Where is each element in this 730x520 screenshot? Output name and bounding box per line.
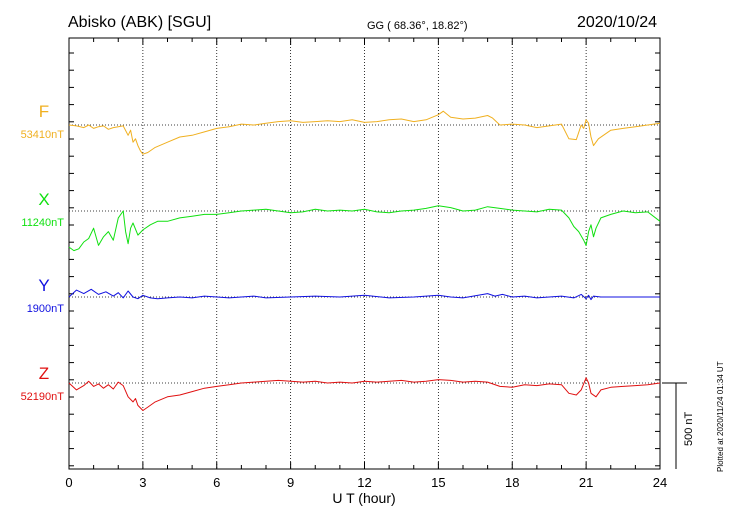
chart-title: Abisko (ABK) [SGU] — [68, 14, 211, 31]
baseline-label-Y: 1900nT — [27, 303, 65, 315]
series-line-F — [68, 110, 661, 155]
date-label: 2020/10/24 — [577, 14, 657, 31]
x-tick-label-12: 12 — [357, 475, 371, 490]
x-tick-label-21: 21 — [579, 475, 593, 490]
series-line-Z — [68, 377, 661, 411]
axis-ticks — [68, 38, 661, 469]
component-label-Y: Y — [38, 276, 49, 295]
x-axis-label: U T (hour) — [332, 490, 395, 506]
x-tick-label-0: 0 — [65, 475, 72, 490]
series-line-Y — [68, 288, 660, 301]
x-tick-label-6: 6 — [213, 475, 220, 490]
component-label-F: F — [39, 102, 49, 121]
component-label-Z: Z — [39, 364, 49, 383]
scale-bar: 500 nT — [662, 382, 695, 469]
baseline-label-F: 53410nT — [21, 129, 65, 141]
component-label-X: X — [38, 190, 49, 209]
baseline-label-X: 11240nT — [21, 217, 64, 229]
x-tick-label-15: 15 — [431, 475, 445, 490]
x-tick-label-9: 9 — [287, 475, 294, 490]
series-group — [68, 110, 661, 411]
baseline-label-Z: 52190nT — [21, 391, 65, 403]
series-line-X — [68, 205, 661, 252]
component-labels: F 53410nT X 11240nT Y 1900nT Z 52190nT — [21, 102, 65, 403]
coordinates-label: GG ( 68.36°, 18.82°) — [367, 20, 468, 32]
scale-bar-label: 500 nT — [683, 411, 695, 446]
x-tick-label-3: 3 — [139, 475, 146, 490]
grid — [69, 38, 660, 469]
x-tick-label-18: 18 — [505, 475, 519, 490]
x-tick-labels: 0 3 6 9 12 15 18 21 24 — [65, 475, 667, 490]
plotted-at-note: Plotted at 2020/11/24 01:34 UT — [716, 361, 725, 472]
x-tick-label-24: 24 — [653, 475, 667, 490]
